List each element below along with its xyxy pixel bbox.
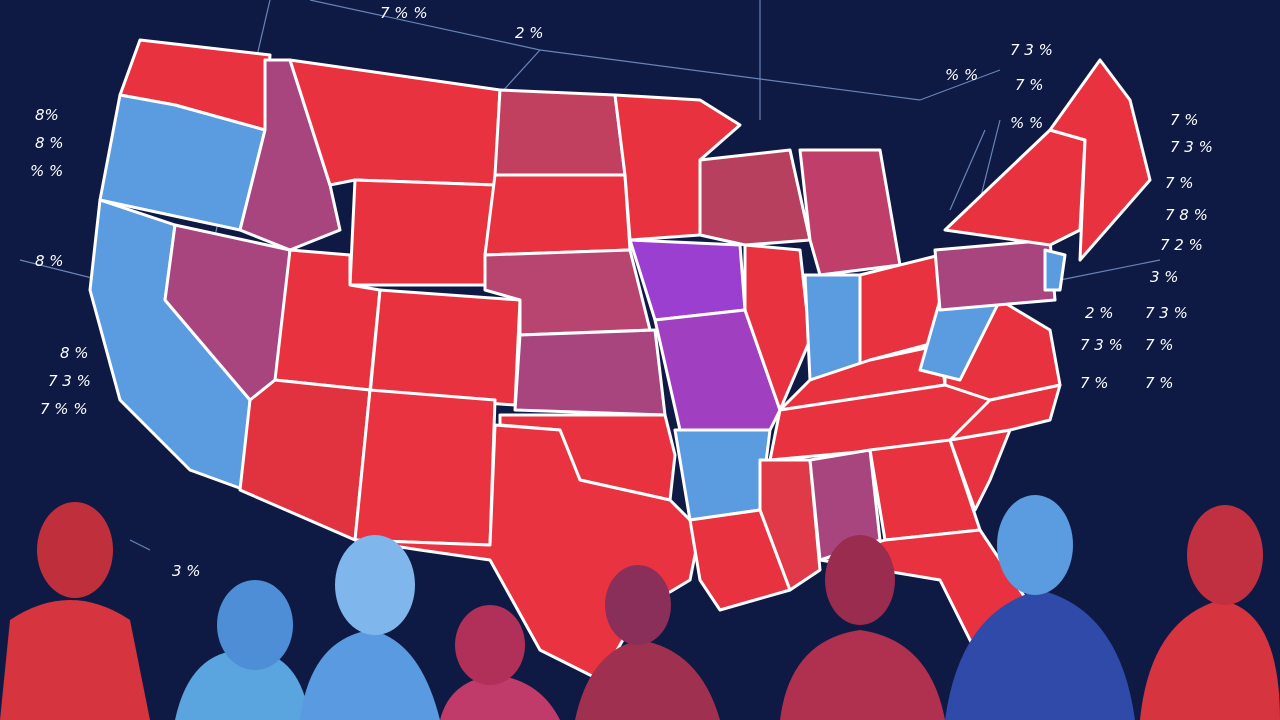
person: [1187, 505, 1263, 605]
annotation: 3 %: [1150, 268, 1179, 286]
person: [300, 630, 440, 720]
person: [335, 535, 415, 635]
state: [513, 328, 667, 417]
annotation: 7 3 %: [1080, 336, 1123, 354]
people: [0, 495, 1280, 720]
annotation: 2 %: [1085, 304, 1114, 322]
annotation: 7 % %: [40, 400, 88, 418]
state: [688, 508, 792, 612]
person: [0, 600, 150, 720]
person: [780, 630, 945, 720]
annotation: 7 %: [1015, 76, 1044, 94]
annotation: % %: [945, 66, 978, 84]
state: [368, 288, 522, 407]
state: [493, 88, 627, 177]
state: [858, 253, 947, 372]
annotation: 7 % %: [380, 4, 428, 22]
state: [673, 428, 772, 522]
state: [758, 458, 822, 592]
state: [1048, 58, 1152, 262]
state: [348, 178, 497, 287]
annotation: 7 %: [1145, 336, 1174, 354]
person: [175, 650, 310, 720]
person: [997, 495, 1073, 595]
person: [37, 502, 113, 598]
state: [483, 173, 632, 257]
person: [217, 580, 293, 670]
annotation: 7 3 %: [1145, 304, 1188, 322]
state: [933, 238, 1057, 312]
annotation: 7 3 %: [1010, 41, 1053, 59]
state: [803, 273, 862, 382]
person: [575, 640, 720, 720]
annotation: 7 3 %: [1170, 138, 1213, 156]
person: [455, 605, 525, 685]
annotation: 7 %: [1165, 174, 1194, 192]
annotation: % %: [30, 162, 63, 180]
annotation: 3 %: [172, 562, 201, 580]
annotation: 7 2 %: [1160, 236, 1203, 254]
annotation: 7 8 %: [1165, 206, 1208, 224]
annotation: % %: [1010, 114, 1043, 132]
annotation: 7 %: [1080, 374, 1109, 392]
state: [1043, 248, 1067, 292]
person: [1140, 600, 1280, 720]
state: [238, 378, 372, 542]
annotation: 8 %: [35, 134, 64, 152]
state: [743, 243, 812, 412]
annotation: 7 3 %: [48, 372, 91, 390]
annotation: 8 %: [35, 252, 64, 270]
person: [825, 535, 895, 625]
state: [353, 388, 497, 547]
state: [653, 308, 782, 432]
state: [798, 148, 902, 277]
annotation: 2 %: [515, 24, 544, 42]
person: [605, 565, 671, 645]
annotations: 8% 8 % % % 8 % 8 % 7 3 % 7 % % 3 % 7 % %…: [30, 4, 1213, 580]
annotation: 7 %: [1145, 374, 1174, 392]
annotation: 7 %: [1170, 111, 1199, 129]
person: [440, 675, 560, 720]
annotation: 8%: [35, 106, 59, 124]
person: [945, 590, 1135, 720]
state: [698, 148, 812, 247]
annotation: 8 %: [60, 344, 89, 362]
